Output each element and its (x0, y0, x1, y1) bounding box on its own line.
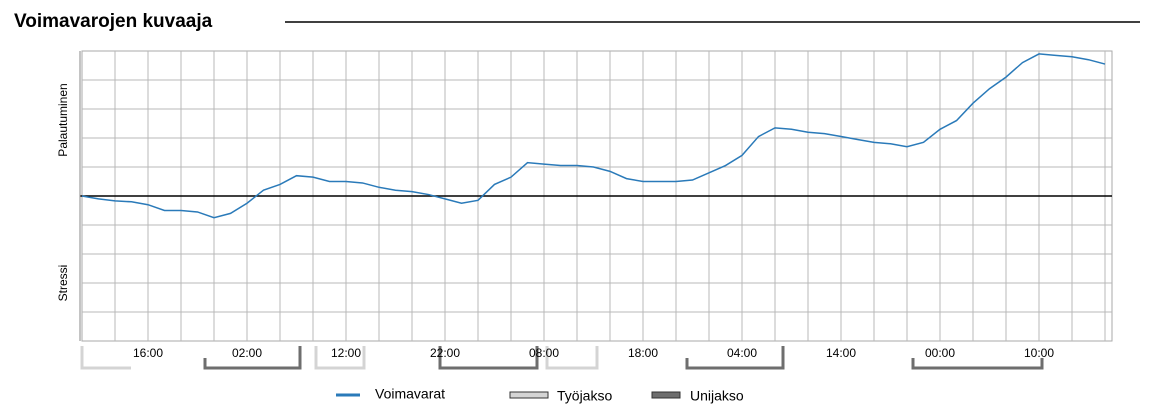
sleep-period (911, 358, 1044, 370)
work-period (80, 346, 131, 370)
chart-title: Voimavarojen kuvaaja (14, 11, 213, 32)
x-tick-label: 22:00 (430, 346, 460, 360)
x-tick-label: 14:00 (826, 346, 856, 360)
y-axis-label: Stressi (56, 265, 70, 302)
work-period (545, 346, 599, 370)
sleep-period (685, 346, 785, 370)
x-tick-label: 12:00 (331, 346, 361, 360)
data-line (81, 53, 1106, 219)
sleep-period (203, 346, 302, 370)
x-tick-label: 16:00 (133, 346, 163, 360)
legend-label: Voimavarat (375, 386, 445, 402)
legend-label: Työjakso (557, 388, 612, 404)
x-tick-label: 08:00 (529, 346, 559, 360)
x-tick-label: 18:00 (628, 346, 658, 360)
x-tick-label: 10:00 (1024, 346, 1054, 360)
y-axis-label: Palautuminen (56, 83, 70, 156)
x-tick-label: 04:00 (727, 346, 757, 360)
legend-swatch (651, 391, 681, 399)
x-tick-label: 02:00 (232, 346, 262, 360)
sleep-period (438, 346, 539, 370)
legend-swatch (509, 391, 549, 399)
work-period (314, 346, 366, 370)
sleep-periods (203, 346, 1044, 370)
legend-label: Unijakso (690, 388, 744, 404)
work-periods (80, 346, 599, 370)
x-tick-label: 00:00 (925, 346, 955, 360)
legend: Voimavarat Työjakso Unijakso (336, 386, 744, 404)
